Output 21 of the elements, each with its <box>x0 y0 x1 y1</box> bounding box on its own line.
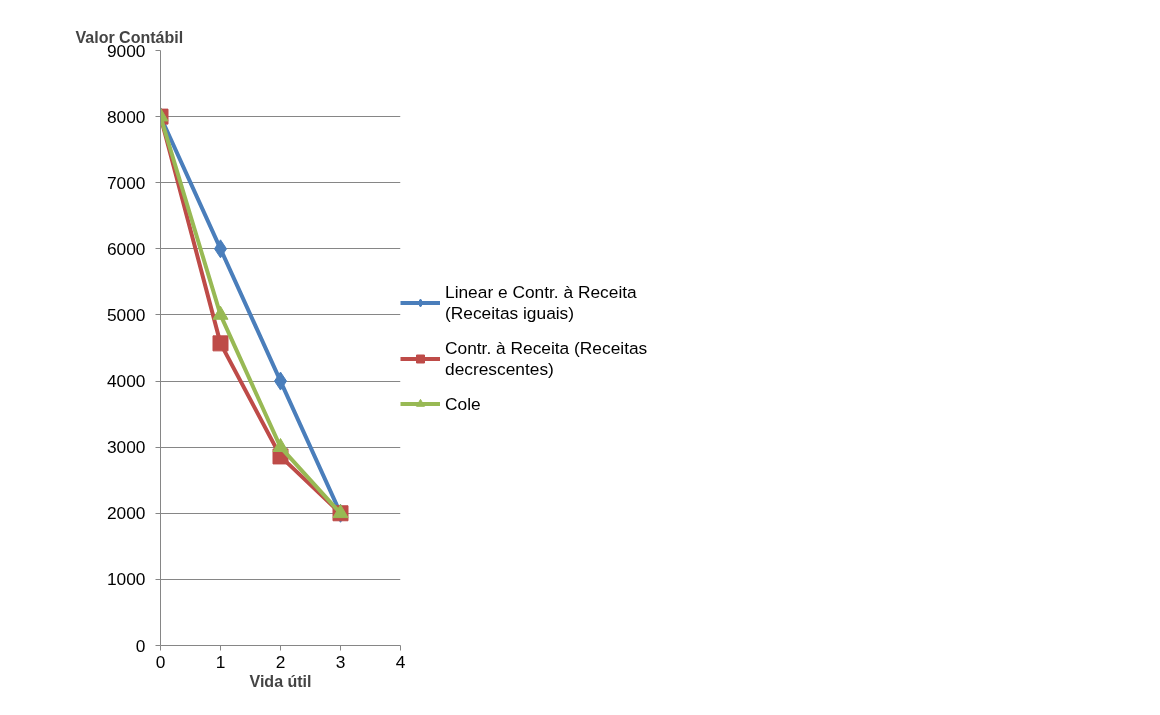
legend-label: Cole <box>445 393 482 414</box>
y-tick-label: 1000 <box>106 569 146 590</box>
point <box>212 305 229 320</box>
y-tick-label: 5000 <box>106 304 146 325</box>
x-tick-label: 0 <box>155 651 166 672</box>
x-tick-label: 3 <box>335 651 346 672</box>
legend-label: Linear e Contr. à Receita (Receitas iguais) <box>445 281 638 323</box>
x-axis-title: Vida útil <box>249 672 312 690</box>
point <box>272 438 289 452</box>
y-tick-label: 6000 <box>106 238 146 259</box>
point <box>212 335 229 352</box>
y-tick-label: 2000 <box>106 503 146 524</box>
x-tick-label: 4 <box>395 651 406 672</box>
x-tick-label: 1 <box>215 651 226 672</box>
y-tick-label: 3000 <box>106 437 146 458</box>
y-tick-label: 7000 <box>106 172 146 193</box>
y-tick-label: 8000 <box>106 106 146 127</box>
legend-label: Contr. à Receita (Receitas decrescentes) <box>445 337 649 379</box>
x-tick-label: 2 <box>275 651 286 672</box>
y-tick-label: 0 <box>135 635 146 656</box>
y-tick-label: 4000 <box>106 371 146 392</box>
